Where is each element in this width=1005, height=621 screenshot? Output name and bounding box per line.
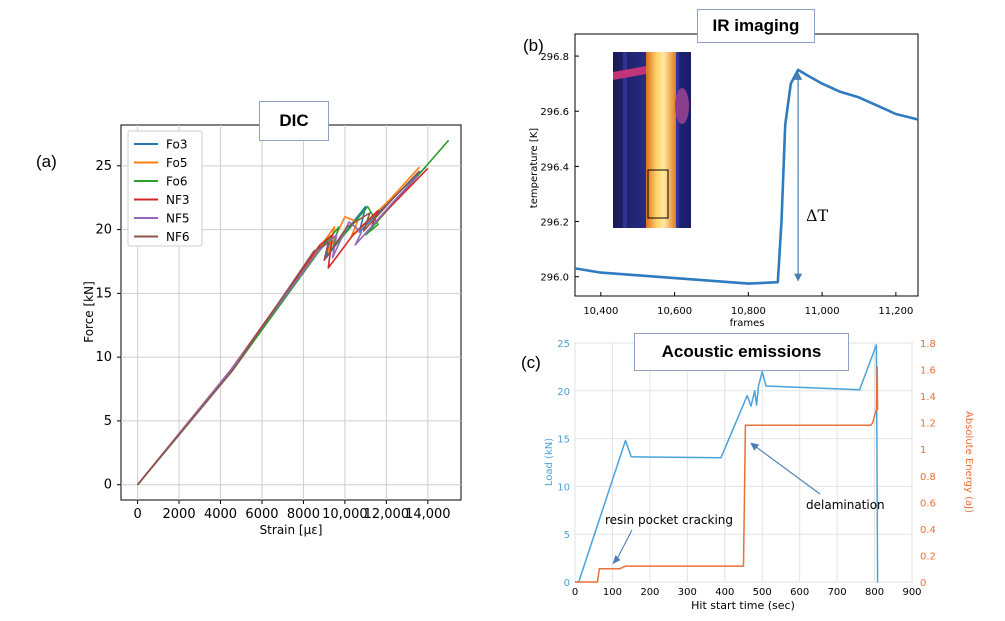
ae-annotation-arrows [612,442,821,565]
delamination-arrow-shaft [753,445,821,495]
dic-title: DIC [259,101,329,141]
resin-arrow-shaft [615,529,633,561]
ir-y-tick-label: 296.6 [540,107,569,118]
ir-ticks: 10,400 10,600 10,800 11,000 11,200 296.0 296.2… [540,52,913,317]
dic-x-tick-label: 6000 [245,507,278,522]
dic-legend: Fo3 Fo5 Fo6 NF3 NF5 NF6 [127,130,203,247]
ae-x-tick-label: 700 [828,587,847,598]
dic-y-tick-label: 5 [104,414,112,429]
ae-y-tick-label-right: 0.4 [920,525,936,536]
ae-series-load [575,344,879,583]
dic-y-tick-label: 15 [95,286,112,301]
ae-annotation-delamination: delamination [806,498,885,512]
delta-t-label: ΔT [806,206,829,225]
dic-series [136,139,450,486]
ae-y-tick-label-right: 1.4 [920,392,936,403]
delamination-arrow-head [750,442,760,451]
ir-x-tick-label: 10,800 [731,306,766,317]
ae-y-tick-label-right: 0.8 [920,472,936,483]
dic-x-axis-label: Strain [με] [260,523,323,537]
ir-y-tick-label: 296.0 [540,273,569,284]
ae-y-tick-label-right: 0 [920,578,926,589]
dic-x-tick-label: 0 [133,507,141,522]
ae-y-tick-label-right: 0.2 [920,551,936,562]
ae-y-tick-label-left: 15 [557,435,570,446]
ir-series-temperature [574,68,919,285]
ae-x-tick-label: 600 [790,587,809,598]
ae-y-axis-label-left: Load (kN) [544,438,555,486]
dic-x-tick-label: 12,000 [364,507,410,522]
ae-series-energy [575,366,879,583]
ae-y-axis-label-right: Absolute Energy (aJ) [963,411,974,513]
ir-x-tick-label: 10,400 [583,306,618,317]
ae-annotation-resin: resin pocket cracking [605,513,733,527]
acoustic-chart: 0 100 200 300 400 500 600 700 800 900051015202500… [544,339,974,612]
ir-y-axis-label: temperature [K] [529,128,540,208]
ae-y-tick-label-right: 1 [920,445,926,456]
ae-title: Acoustic emissions [634,333,849,371]
legend-label-fo3: Fo3 [166,138,187,152]
ae-x-tick-label: 500 [753,587,772,598]
legend-label-nf3: NF3 [166,193,190,207]
dic-y-tick-label: 20 [95,223,112,238]
delta-t-arrow-head-bottom [794,273,803,282]
dic-x-tick-label: 8000 [287,507,320,522]
dic-y-axis-label: Force [kN] [82,281,96,343]
dic-x-tick-label: 2000 [163,507,196,522]
panel-label-a: (a) [36,152,57,171]
panel-label-b: (b) [523,36,544,55]
ir-title: IR imaging [697,9,815,43]
dic-x-tick-label: 10,000 [322,507,368,522]
ir-y-tick-label: 296.8 [540,52,569,63]
ae-y-tick-label-right: 0.6 [920,498,936,509]
ir-x-tick-label: 10,600 [657,306,692,317]
resin-arrow-head [612,555,621,565]
legend-label-fo6: Fo6 [166,175,187,189]
ir-x-tick-label: 11,000 [805,306,840,317]
panel-label-c: (c) [521,353,541,372]
ae-ticks: 0 100 200 300 400 500 600 700 800 900051015202500… [557,339,936,598]
legend-label-nf6: NF6 [166,230,190,244]
ir-x-axis-label: frames [730,318,765,329]
ae-y-tick-label-right: 1.2 [920,419,936,430]
legend-label-nf5: NF5 [166,212,190,226]
thermal-image-inset [613,52,691,228]
ae-x-tick-label: 200 [640,587,659,598]
ae-y-tick-label-left: 20 [557,387,570,398]
dic-y-tick-label: 25 [95,159,112,174]
delta-t-arrow [794,71,803,282]
dic-y-tick-label: 10 [95,350,112,365]
dic-series-nf6 [136,170,421,486]
ae-x-tick-label: 900 [902,587,921,598]
ae-y-tick-label-right: 1.6 [920,366,936,377]
ae-y-tick-label-left: 0 [564,578,570,589]
ae-y-tick-label-left: 5 [564,530,570,541]
ae-y-tick-label-right: 1.8 [920,339,936,350]
dic-y-tick-label: 0 [104,478,112,493]
ae-y-tick-label-left: 10 [557,482,570,493]
ae-x-axis-label: Hit start time (sec) [691,599,795,612]
ir-y-tick-label: 296.4 [540,162,569,173]
ir-series [574,68,919,285]
dic-x-tick-label: 14,000 [405,507,451,522]
dic-series-nf5 [136,175,419,486]
ae-y-tick-label-left: 25 [557,339,570,350]
ir-y-tick-label: 296.2 [540,218,569,229]
ae-x-tick-label: 300 [678,587,697,598]
ae-x-tick-label: 0 [572,587,578,598]
ir-x-tick-label: 11,200 [878,306,913,317]
ir-chart: 10,400 10,600 10,800 11,000 11,200 296.0 296.2… [529,33,919,329]
legend-label-fo5: Fo5 [166,156,187,170]
delta-t-arrow-head-top [794,71,803,80]
dic-x-tick-label: 4000 [204,507,237,522]
ae-x-tick-label: 100 [603,587,622,598]
dic-legend-box [127,130,203,247]
ae-series [575,344,879,583]
ae-x-tick-label: 400 [715,587,734,598]
ae-x-tick-label: 800 [865,587,884,598]
